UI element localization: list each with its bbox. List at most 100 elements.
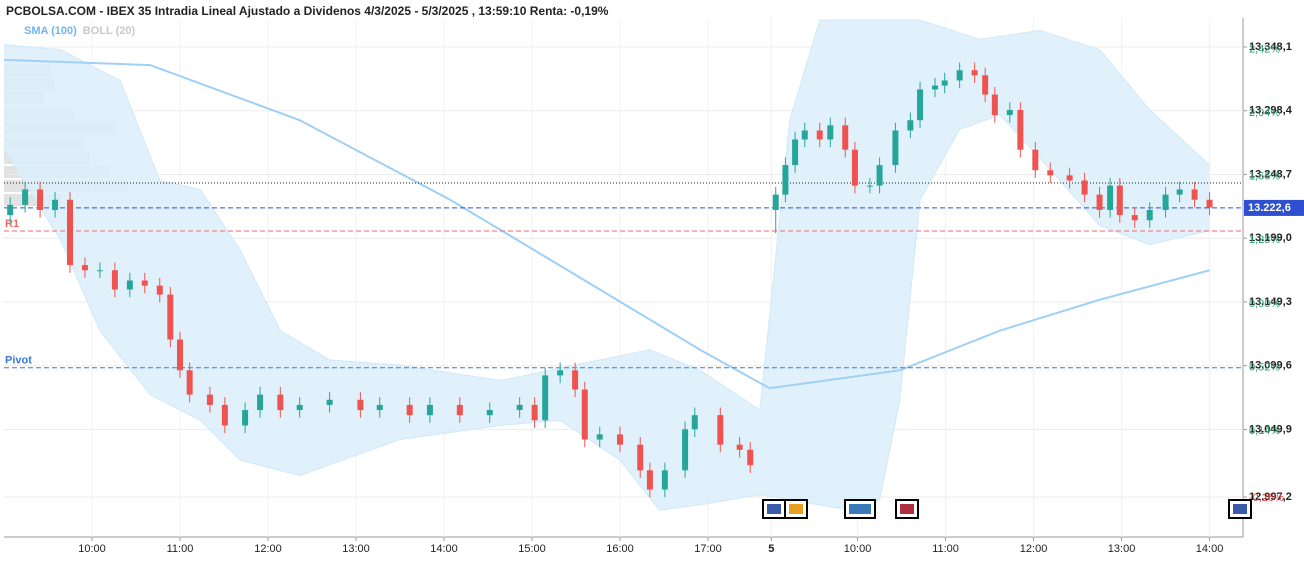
y2-tick-label: 0,14%: [1249, 425, 1280, 437]
x-tick-label: 16:00: [606, 543, 634, 555]
x-tick-label: 11:00: [932, 543, 959, 555]
candle-body: [827, 125, 834, 140]
candle-body: [1081, 180, 1088, 195]
candle-body: [1006, 109, 1013, 116]
candle-body: [1032, 149, 1039, 171]
candle-body: [206, 394, 213, 405]
candle-body: [81, 265, 88, 271]
candle-body: [842, 125, 849, 150]
candle-body: [1066, 175, 1073, 181]
candle-body: [531, 404, 538, 421]
candle-body: [747, 449, 754, 466]
candle-body: [176, 339, 183, 371]
candle-body: [691, 415, 698, 430]
candle-body: [357, 399, 364, 411]
price-tag: [1244, 199, 1304, 216]
candle-body: [876, 165, 883, 186]
candle-body: [717, 415, 724, 445]
candle-body: [111, 270, 118, 290]
x-tick-label: 10:00: [78, 543, 106, 555]
candle-body: [376, 404, 383, 411]
candle-body: [96, 270, 103, 272]
candle-body: [456, 404, 463, 416]
candle-body: [406, 404, 413, 416]
y-tick-label: 13.049,9: [1249, 423, 1292, 435]
candle-body: [982, 75, 989, 95]
candle-body: [801, 130, 808, 140]
candle-body: [326, 399, 333, 405]
y-tick-label: 13.099,6: [1249, 360, 1292, 372]
candle-body: [682, 429, 689, 471]
bollinger-lower: [3, 114, 1210, 511]
candle-body: [156, 285, 163, 295]
y2-tick-label: 0,90%: [1249, 298, 1280, 310]
candle-body: [596, 434, 603, 440]
candle-body: [917, 89, 924, 121]
candle-body: [892, 130, 899, 166]
candle-body: [52, 199, 59, 210]
x-tick-label: 14:00: [430, 543, 458, 555]
y-tick-label: 13.199,0: [1249, 232, 1292, 244]
candle-body: [37, 189, 44, 210]
candle-body: [816, 130, 823, 140]
y2-tick-label: 2,04%: [1249, 107, 1280, 119]
legend-entry: BOLL (20): [83, 25, 136, 37]
candle-body: [1047, 170, 1054, 176]
candle-body: [257, 394, 264, 411]
price-tag-label: 13.222,6: [1248, 202, 1291, 214]
x-tick-label: 15:00: [518, 543, 546, 555]
candle-body: [1096, 194, 1103, 210]
candle-body: [1131, 215, 1138, 221]
candle-body: [646, 470, 653, 490]
x-tick-label: 14:00: [1196, 543, 1224, 555]
candle-body: [1146, 209, 1153, 221]
candle-body: [736, 444, 743, 450]
candle-body: [782, 165, 789, 195]
candle-body: [7, 204, 14, 216]
candle-body: [1107, 185, 1114, 210]
candle-body: [581, 389, 588, 440]
candle-body: [221, 404, 228, 426]
y2-tick-label: 0,52%: [1249, 361, 1280, 373]
bollinger-upper: [3, 19, 1210, 411]
y-tick-label: 13.298,4: [1249, 105, 1293, 117]
candle-body: [186, 370, 193, 395]
candle-body: [572, 370, 579, 390]
candle-body: [1206, 199, 1213, 208]
y2-tick-label: 1,28%: [1249, 234, 1280, 246]
candle-body: [66, 199, 73, 266]
level-label: R1: [5, 218, 19, 230]
candle-body: [141, 280, 148, 286]
candle-body: [971, 70, 978, 76]
candle-body: [866, 185, 873, 187]
legend-entry: SMA (100): [24, 25, 77, 37]
candle-body: [22, 189, 29, 205]
candle-body: [772, 194, 779, 210]
candle-body: [516, 404, 523, 411]
candle-body: [277, 394, 284, 411]
x-tick-label: 13:00: [1108, 543, 1136, 555]
candle-body: [1017, 109, 1024, 150]
candle-body: [792, 139, 799, 166]
y2-tick-label: 1,66%: [1249, 171, 1280, 183]
chart-title: PCBOLSA.COM - IBEX 35 Intradia Lineal Aj…: [6, 4, 609, 18]
sma-line: [3, 58, 1210, 390]
x-tick-label: 13:00: [342, 543, 370, 555]
candle-body: [661, 470, 668, 490]
candle-body: [167, 294, 174, 340]
candle-body: [941, 80, 948, 86]
x-tick-label: 12:00: [1020, 543, 1048, 555]
candle-body: [991, 94, 998, 116]
x-tick-label: 11:00: [167, 543, 194, 555]
level-label: Pivot: [5, 355, 32, 367]
candle-body: [616, 434, 623, 445]
candle-body: [486, 410, 493, 416]
x-tick-label: 12:00: [254, 543, 282, 555]
x-tick-label: 10:00: [844, 543, 872, 555]
candle-body: [242, 410, 249, 426]
y-tick-label: 12.997,2: [1249, 491, 1292, 503]
x-tick-label: 17:00: [694, 543, 722, 555]
plot: 13.348,1 13.298,4 13.248,7 13.199,0 13.149,3…: [3, 18, 1304, 555]
candle-body: [1116, 185, 1123, 216]
